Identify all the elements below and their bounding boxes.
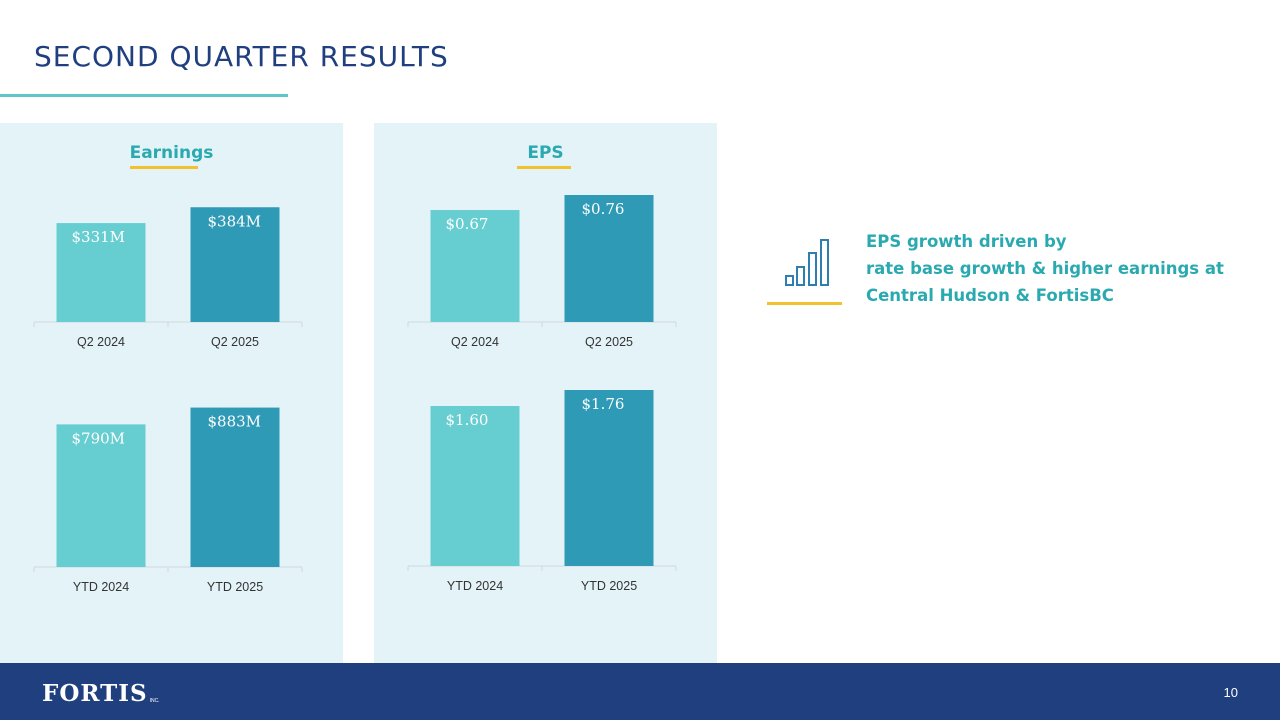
earnings-quarter-chart: $331M Q2 2024 $384M Q2 2025 (33, 207, 303, 349)
x-tick-label: YTD 2024 (447, 579, 503, 593)
eps-heading-underline (517, 166, 571, 169)
bar-q2-2025 (190, 207, 280, 322)
fortis-logo: FORTIS INC. (42, 682, 160, 706)
data-label: $790M (72, 429, 126, 447)
x-tick-label: YTD 2024 (73, 580, 129, 594)
footer-bar: FORTIS INC. 10 (0, 663, 1280, 720)
bar-q2-2024 (56, 223, 146, 322)
earnings-panel: Earnings $331M Q2 2024 $384M Q2 2025 $790M Y… (0, 123, 343, 663)
callout-text: EPS growth driven by rate base growth & … (866, 228, 1246, 309)
bar-ytd-2024 (430, 406, 520, 566)
x-tick-label: Q2 2025 (585, 335, 633, 349)
earnings-ytd-chart: $790M YTD 2024 $883M YTD 2025 (33, 407, 303, 594)
eps-quarter-chart: $0.67 Q2 2024 $0.76 Q2 2025 (407, 195, 677, 349)
eps-panel: EPS $0.67 Q2 2024 $0.76 Q2 2025 $1.60 YTD 20… (374, 123, 717, 663)
callout-line-1: EPS growth driven by (866, 232, 1067, 251)
x-tick-label: Q2 2024 (451, 335, 499, 349)
x-tick-label: Q2 2025 (211, 335, 259, 349)
x-tick-label: YTD 2025 (207, 580, 263, 594)
data-label: $384M (208, 212, 262, 230)
bar-q2-2025 (564, 195, 654, 322)
data-label: $331M (72, 228, 126, 246)
data-label: $1.60 (446, 411, 489, 429)
bar-ytd-2024 (56, 424, 146, 567)
bar-ytd-2025 (564, 390, 654, 566)
callout-underline (767, 302, 842, 305)
callout-line-2: rate base growth & higher earnings at (866, 259, 1224, 278)
data-label: $0.67 (446, 215, 489, 233)
earnings-heading: Earnings (129, 143, 214, 163)
x-tick-label: YTD 2025 (581, 579, 637, 593)
logo-wordmark: FORTIS (42, 680, 148, 707)
x-tick-label: Q2 2024 (77, 335, 125, 349)
title-rule (0, 94, 288, 97)
logo-suffix: INC. (149, 698, 160, 704)
bar-ytd-2025 (190, 407, 280, 567)
data-label: $1.76 (582, 395, 625, 413)
earnings-heading-underline (130, 166, 198, 169)
callout-line-3: Central Hudson & FortisBC (866, 286, 1114, 305)
data-label: $883M (208, 413, 262, 431)
eps-heading: EPS (527, 143, 564, 163)
page-title: SECOND QUARTER RESULTS (34, 40, 449, 73)
eps-ytd-chart: $1.60 YTD 2024 $1.76 YTD 2025 (407, 390, 677, 593)
data-label: $0.76 (582, 200, 625, 218)
bar-q2-2024 (430, 210, 520, 322)
bar-growth-icon (785, 239, 829, 286)
page-number: 10 (1223, 685, 1238, 700)
